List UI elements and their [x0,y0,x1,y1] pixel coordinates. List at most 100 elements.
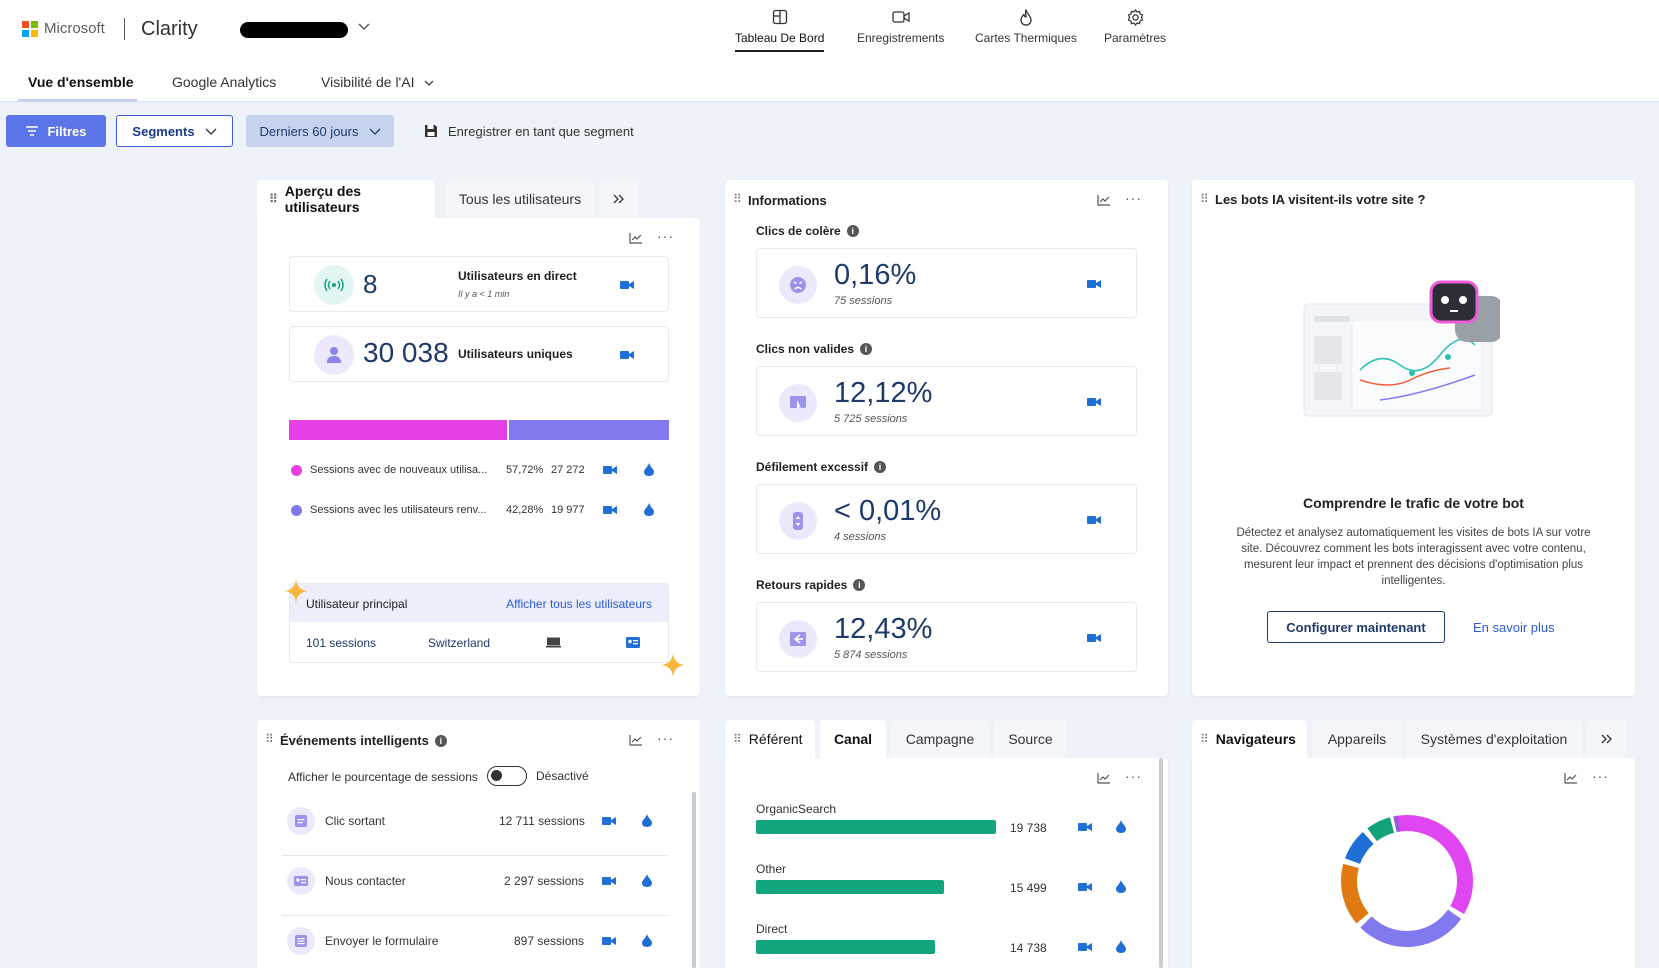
tab-users-overview[interactable]: ⠿ Aperçu des utilisateurs [257,180,435,218]
heatmap-drop-icon[interactable] [642,874,652,887]
filters-button[interactable]: Filtres [6,115,106,147]
tab-channel[interactable]: Canal [820,720,886,758]
more-options-icon[interactable]: ··· [1592,768,1609,784]
tab-source[interactable]: Source [994,720,1067,758]
event-row-contact-us[interactable]: Nous contacter 2 297 sessions [282,858,668,916]
video-icon[interactable] [1078,882,1092,892]
event-row-submit-form[interactable]: Envoyer le formulaire 897 sessions [282,918,668,968]
video-icon[interactable] [602,876,616,886]
more-tabs-icon[interactable] [1587,720,1627,758]
info-icon[interactable]: i [874,461,887,473]
video-icon[interactable] [620,280,634,290]
configure-now-button[interactable]: Configurer maintenant [1267,611,1445,643]
video-icon[interactable] [1087,515,1101,525]
chart-trend-icon[interactable] [1097,194,1111,209]
event-row-outbound-click[interactable]: Clic sortant 12 711 sessions [282,798,668,856]
video-icon[interactable] [1087,633,1101,643]
heatmap-drop-icon[interactable] [644,463,654,476]
donut-segment[interactable] [1344,831,1374,865]
scrollbar[interactable] [692,792,696,968]
id-card-icon[interactable] [626,637,640,648]
video-icon[interactable] [1078,942,1092,952]
sparkle-icon [661,653,685,677]
donut-segment[interactable] [1393,815,1401,833]
heatmap-drop-icon[interactable] [1116,940,1126,953]
donut-segment[interactable] [1395,815,1473,914]
heatmap-drop-icon[interactable] [642,814,652,827]
dead-clicks-box[interactable]: 12,12% 5 725 sessions [756,366,1137,436]
nav-settings[interactable]: Paramètres [1104,8,1166,45]
video-icon[interactable] [603,465,617,475]
brand-microsoft: Microsoft [44,20,105,37]
drag-handle-icon[interactable]: ⠿ [733,192,742,206]
tab-ai-visibility[interactable]: Visibilité de l'AI [321,74,434,90]
chart-trend-icon[interactable] [629,734,643,749]
unique-users-value: 30 038 [363,337,449,368]
tab-overview[interactable]: Vue d'ensemble [28,74,134,90]
bots-body-line: Détectez et analysez automatiquement les… [1236,527,1591,539]
top-user-title: Utilisateur principal [306,597,408,611]
video-icon[interactable] [602,936,616,946]
drag-handle-icon[interactable]: ⠿ [733,732,742,746]
more-options-icon[interactable]: ··· [1125,768,1142,784]
brand-clarity[interactable]: Clarity [141,18,198,40]
video-icon[interactable] [1087,279,1101,289]
donut-segment[interactable] [1341,863,1369,924]
donut-segment[interactable] [1367,817,1395,842]
drag-handle-icon[interactable]: ⠿ [1200,732,1209,746]
channel-row[interactable]: Direct 14 738 [756,922,1136,968]
drag-handle-icon[interactable]: ⠿ [269,192,278,206]
heatmap-drop-icon[interactable] [1116,880,1126,893]
dead-clicks-sessions: 5 725 sessions [834,413,908,425]
drag-handle-icon[interactable]: ⠿ [265,732,274,746]
drag-handle-icon[interactable]: ⠿ [1200,192,1209,206]
save-segment-button[interactable]: Enregistrer en tant que segment [424,115,634,147]
tab-browsers[interactable]: ⠿ Navigateurs [1192,720,1307,758]
info-icon[interactable]: i [853,579,866,591]
date-range-button[interactable]: Derniers 60 jours [246,115,394,147]
channel-row[interactable]: Other 15 499 [756,862,1136,912]
chart-trend-icon[interactable] [629,232,643,247]
info-icon[interactable]: i [846,225,859,237]
video-icon[interactable] [1078,822,1092,832]
heatmap-drop-icon[interactable] [642,934,652,947]
unique-users-label: Utilisateurs uniques [458,347,573,361]
more-options-icon[interactable]: ··· [657,730,674,746]
tab-all-users[interactable]: Tous les utilisateurs [445,180,595,218]
project-selector[interactable] [240,22,348,38]
heatmap-drop-icon[interactable] [644,503,654,516]
video-icon[interactable] [603,505,617,515]
chevron-down-icon[interactable] [357,19,371,35]
channel-row[interactable]: OrganicSearch 19 738 [756,802,1136,852]
top-user-country: Switzerland [428,636,491,650]
nav-recordings[interactable]: Enregistrements [857,8,944,45]
tab-devices[interactable]: Appareils [1312,720,1402,758]
video-icon[interactable] [602,816,616,826]
top-user-sessions[interactable]: 101 sessions [306,636,377,650]
more-tabs-icon[interactable] [599,180,639,218]
tab-campaign[interactable]: Campagne [891,720,989,758]
quick-backs-box[interactable]: 12,43% 5 874 sessions [756,602,1137,672]
nav-heatmaps[interactable]: Cartes Thermiques [975,8,1077,45]
chart-trend-icon[interactable] [1097,772,1111,787]
chart-trend-icon[interactable] [1564,772,1578,787]
heatmap-drop-icon[interactable] [1116,820,1126,833]
nav-dashboard[interactable]: Tableau De Bord [735,8,825,52]
video-icon[interactable] [1087,397,1101,407]
tab-referrer[interactable]: ⠿ Référent [725,720,815,758]
segments-button[interactable]: Segments [116,115,233,147]
excessive-scroll-box[interactable]: < 0,01% 4 sessions [756,484,1137,554]
info-icon[interactable]: i [860,343,873,355]
video-icon[interactable] [620,350,634,360]
more-options-icon[interactable]: ··· [657,228,674,244]
rage-clicks-box[interactable]: 0,16% 75 sessions [756,248,1137,318]
scrollbar[interactable] [1159,758,1163,968]
learn-more-link[interactable]: En savoir plus [1473,620,1555,635]
session-percent-toggle[interactable] [487,766,527,786]
tab-google-analytics[interactable]: Google Analytics [172,74,277,90]
more-options-icon[interactable]: ··· [1125,190,1142,206]
tab-operating-systems[interactable]: Systèmes d'exploitation [1406,720,1582,758]
info-icon[interactable]: i [434,735,447,747]
view-all-users-link[interactable]: Afficher tous les utilisateurs [506,597,652,611]
donut-segment[interactable] [1360,909,1462,947]
